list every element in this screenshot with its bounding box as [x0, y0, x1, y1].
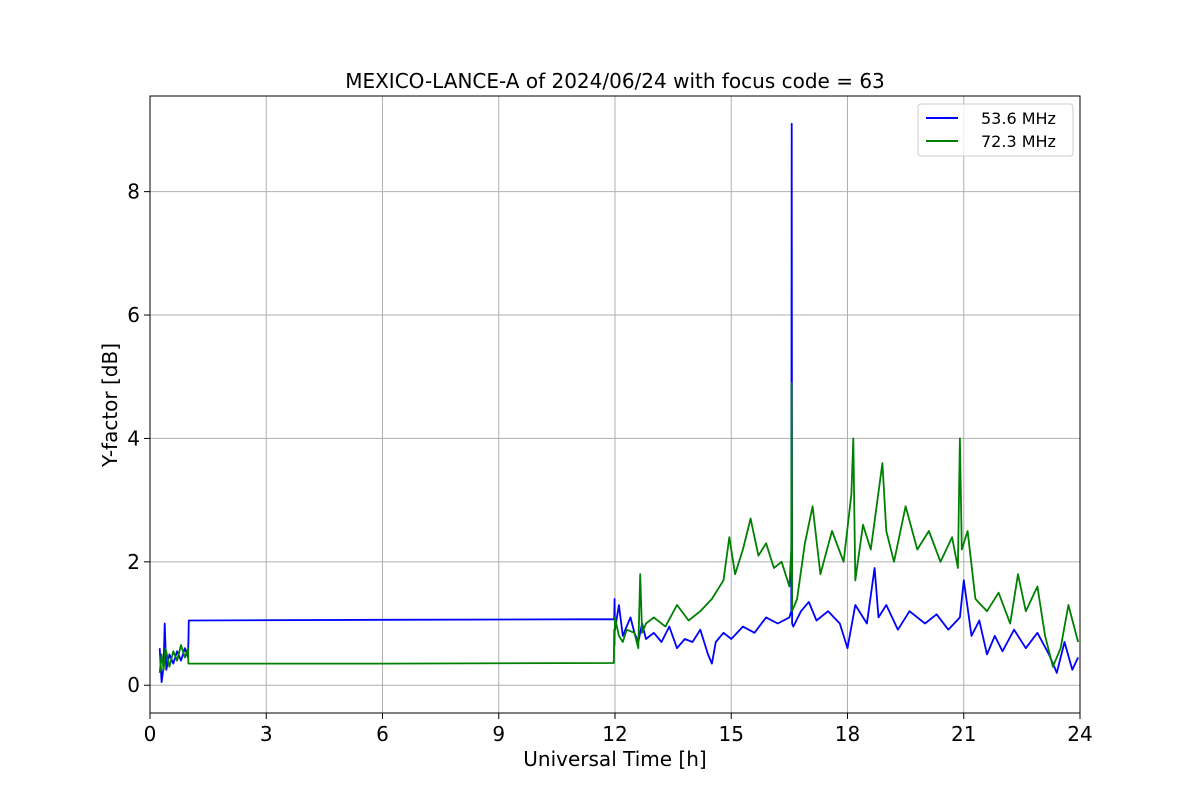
y-tick-label: 8 — [127, 180, 140, 204]
y-tick-label: 4 — [127, 426, 140, 450]
x-tick-label: 15 — [719, 722, 744, 746]
x-tick-label: 0 — [144, 722, 157, 746]
x-tick-label: 3 — [260, 722, 273, 746]
x-axis: 0 3 6 9 12 15 18 21 24 — [144, 713, 1093, 746]
x-tick-label: 24 — [1067, 722, 1092, 746]
chart-title: MEXICO-LANCE-A of 2024/06/24 with focus … — [345, 69, 885, 93]
legend-label: 72.3 MHz — [981, 132, 1056, 151]
x-tick-label: 9 — [492, 722, 505, 746]
legend-label: 53.6 MHz — [981, 109, 1056, 128]
y-tick-label: 0 — [127, 673, 140, 697]
y-axis: 0 2 4 6 8 — [127, 180, 150, 697]
x-tick-label: 18 — [835, 722, 860, 746]
x-tick-label: 12 — [602, 722, 627, 746]
x-tick-label: 21 — [951, 722, 976, 746]
y-axis-label: Y-factor [dB] — [98, 343, 122, 468]
y-tick-label: 6 — [127, 303, 140, 327]
x-tick-label: 6 — [376, 722, 389, 746]
series-layer — [158, 122, 1079, 683]
legend: 53.6 MHz 72.3 MHz — [917, 103, 1074, 157]
y-tick-label: 2 — [127, 550, 140, 574]
series-line-72-3-mhz — [158, 381, 1079, 673]
series-line-53-6-mhz — [158, 122, 1079, 683]
x-axis-label: Universal Time [h] — [523, 747, 706, 771]
